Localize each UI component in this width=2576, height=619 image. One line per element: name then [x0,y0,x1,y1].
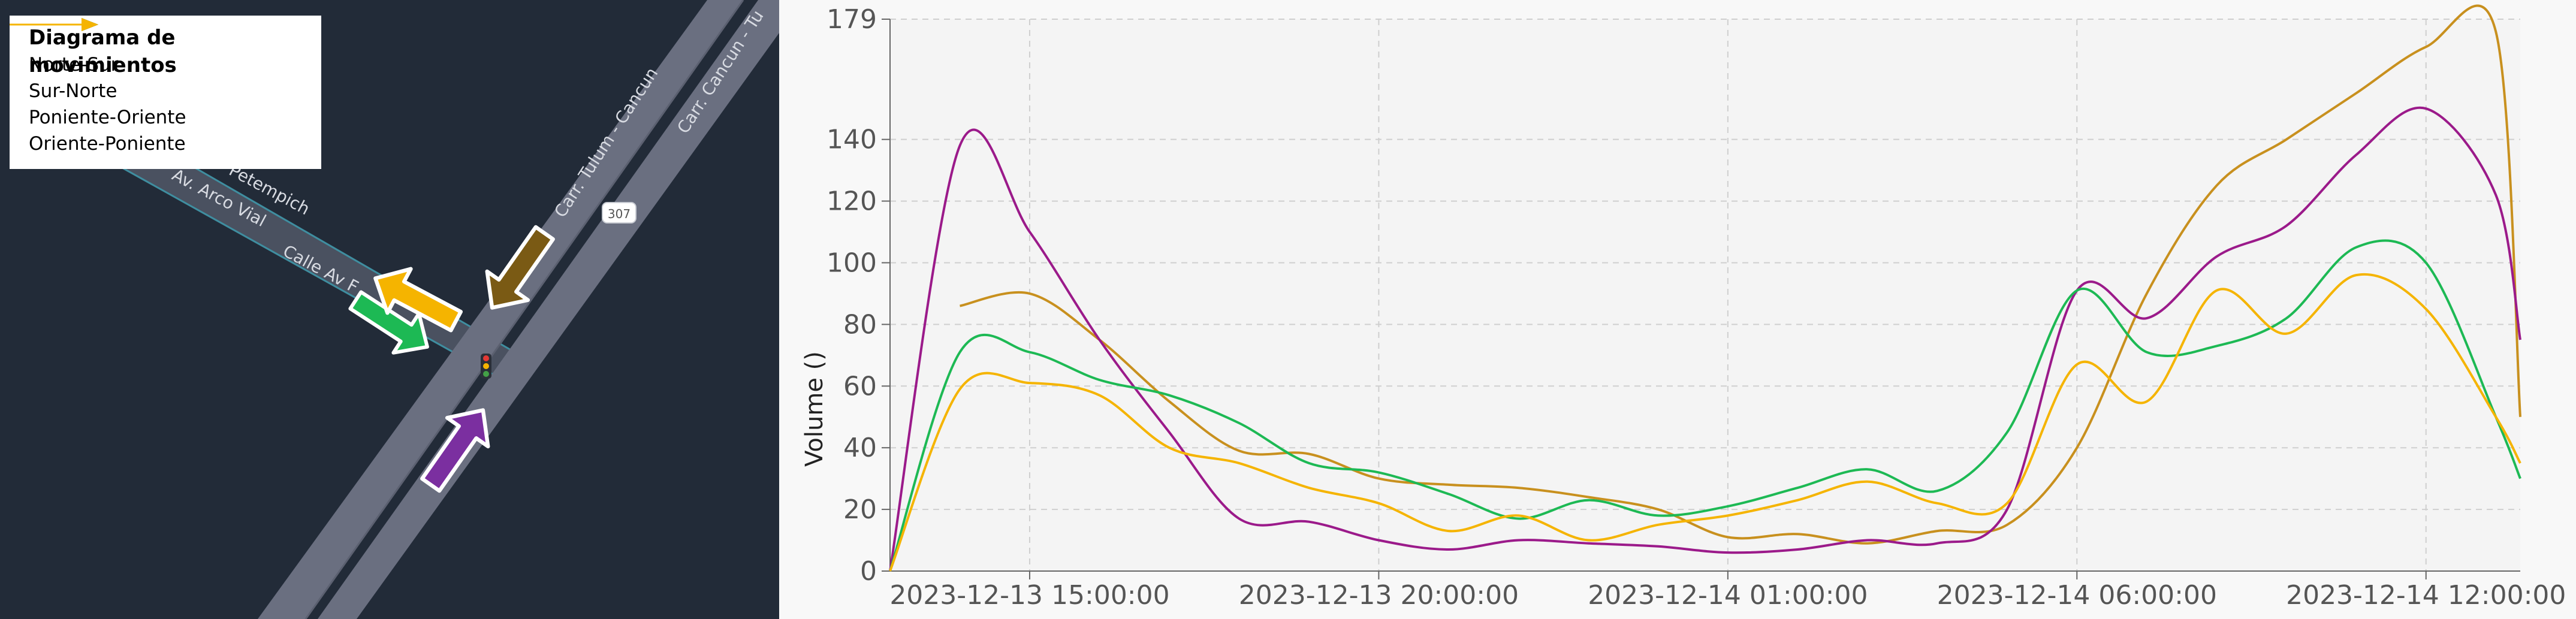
legend-item-norte-sur: Norte-Sur [10,18,321,78]
series-line-2 [889,239,2521,572]
arrow-right-icon [10,18,98,31]
series-line-1 [889,106,2521,572]
volume-line-chart: 0 20 40 60 80 100 120 140 179 2023-12-13 15:00:00… [801,4,2566,611]
legend-item-oriente-poniente: Oriente-Poniente [10,18,321,157]
main-road-southbound [258,0,743,619]
y-tick-label: 0 [860,556,877,587]
x-tick-label: 2023-12-13 20:00:00 [1239,580,1519,611]
route-shield-label: 307 [608,207,631,221]
x-tick-label: 2023-12-14 06:00:00 [1937,580,2217,611]
y-axis-title: Volume () [801,351,828,467]
legend-label: Poniente-Oriente [29,107,186,128]
arrow-poniente-oriente[interactable] [343,281,440,367]
plot-area [890,19,2520,571]
x-tick-label: 2023-12-14 01:00:00 [1588,580,1868,611]
y-tick-label: 179 [827,4,877,35]
traffic-light-icon[interactable] [481,354,491,379]
intersection-map[interactable]: Carr. Tulum - Cancun Carr. Cancun - Tu P… [0,0,779,619]
arrow-oriente-poniente[interactable] [364,256,467,343]
legend-label: Oriente-Poniente [29,133,186,155]
route-shield-icon [602,202,637,224]
y-tick-label: 80 [843,309,877,340]
series-line-3 [889,273,2521,572]
y-tick-label: 140 [827,125,877,155]
arrow-norte-sur[interactable] [472,219,565,322]
arrow-sur-norte[interactable] [411,396,503,499]
x-tick-label: 2023-12-13 15:00:00 [889,580,1169,611]
y-tick-label: 40 [843,433,877,463]
movement-legend: Diagrama de movimientos Norte-Sur Sur-No… [10,16,321,169]
legend-item-sur-norte: Sur-Norte [10,18,321,104]
legend-label: Norte-Sur [29,54,119,76]
y-tick-label: 100 [827,247,877,278]
y-tick-label: 120 [827,186,877,217]
legend-title: Diagrama de movimientos [29,26,177,77]
y-tick-label: 20 [843,494,877,525]
legend-item-poniente-oriente: Poniente-Oriente [10,18,321,131]
legend-label: Sur-Norte [29,80,117,102]
y-tick-label: 60 [843,371,877,401]
x-tick-label: 2023-12-14 12:00:00 [2286,580,2566,611]
volume-chart[interactable]: 0 20 40 60 80 100 120 140 179 2023-12-13 15:00:00… [779,0,2576,619]
map-canvas: Carr. Tulum - Cancun Carr. Cancun - Tu P… [88,0,779,619]
